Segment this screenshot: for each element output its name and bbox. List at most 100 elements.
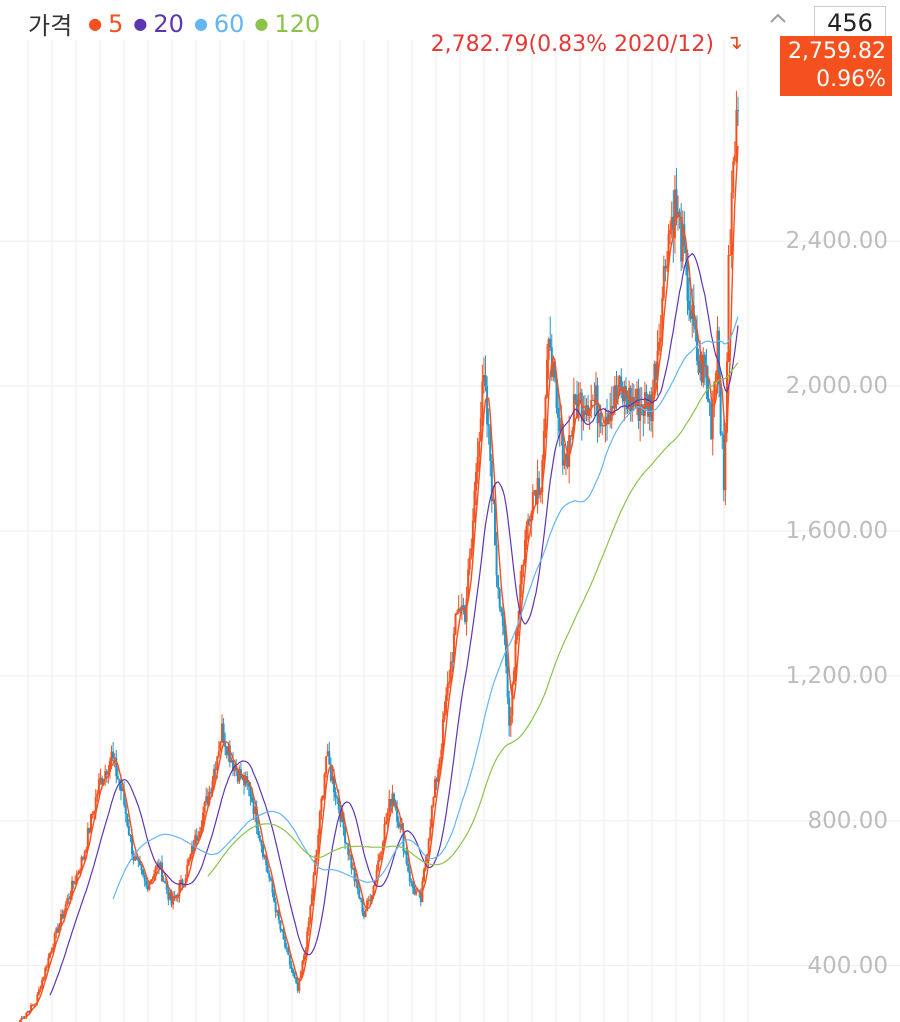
candle-down <box>268 873 271 879</box>
candle-up <box>108 761 111 773</box>
candle-down <box>394 804 397 809</box>
candle-up <box>53 933 56 948</box>
candle-up <box>544 396 547 432</box>
candle-up <box>388 798 391 813</box>
legend-dot-20: ● <box>133 14 148 33</box>
candle-up <box>460 605 463 611</box>
visible-count-box[interactable]: 456 <box>814 6 886 40</box>
candle-up <box>351 868 354 870</box>
candle-down <box>694 326 697 330</box>
candle-down <box>566 453 569 467</box>
last-price-box: 2,759.82 0.96% <box>780 36 892 96</box>
candle-up <box>546 359 549 397</box>
candle-down <box>67 898 70 900</box>
candle-down <box>129 835 132 837</box>
candle-up <box>244 776 247 786</box>
candle-up <box>653 363 656 392</box>
candle-down <box>708 401 711 404</box>
candle-down <box>347 844 350 855</box>
candle-up <box>312 875 315 895</box>
candle-up <box>536 478 539 505</box>
chart-legend: 가격 ● 5 ● 20 ● 60 ● 120 <box>28 6 320 41</box>
candle-up <box>96 793 99 798</box>
candle-up <box>422 869 425 882</box>
candle-down <box>339 809 342 823</box>
candle-down <box>506 665 509 698</box>
candle-down <box>176 894 179 897</box>
candle-down <box>249 786 252 797</box>
candle-up <box>729 254 732 256</box>
candle-up <box>634 405 637 407</box>
candle-up <box>452 633 455 662</box>
candle-down <box>397 821 400 828</box>
candle-down <box>72 880 75 884</box>
candle-up <box>415 891 418 895</box>
candle-up <box>276 910 279 913</box>
candle-up <box>669 229 672 235</box>
candle-down <box>490 460 493 502</box>
candle-down <box>236 770 239 782</box>
candle-up <box>658 341 661 351</box>
candle-up <box>591 399 594 401</box>
candle-up <box>217 751 220 757</box>
candle-up <box>530 513 533 522</box>
candle-down <box>257 828 260 836</box>
candle-up <box>34 1003 37 1005</box>
candle-down <box>132 853 135 861</box>
legend-label-5: 5 <box>108 9 124 38</box>
candle-down <box>280 929 283 931</box>
candle-up <box>20 1017 23 1021</box>
candle-down <box>407 863 410 872</box>
y-tick-label: 800.00 <box>807 807 888 834</box>
candle-down <box>279 920 282 930</box>
candle-up <box>476 456 479 473</box>
candle-up <box>659 337 662 342</box>
candle-down <box>688 300 691 311</box>
candle-up <box>661 297 664 338</box>
candle-up <box>467 569 470 599</box>
candle-down <box>396 808 399 822</box>
candle-down <box>228 746 231 763</box>
candle-down <box>285 947 288 949</box>
candle-up <box>446 683 449 696</box>
candle-down <box>181 879 184 886</box>
candle-down <box>558 418 561 432</box>
candle-up <box>134 856 137 861</box>
candle-down <box>451 661 454 663</box>
candle-up <box>380 851 383 855</box>
candle-up <box>427 838 430 854</box>
candle-up <box>175 894 178 897</box>
candle-up <box>636 388 639 406</box>
candle-down <box>243 774 246 786</box>
candle-down <box>140 865 143 871</box>
candle-up <box>448 681 451 684</box>
candle-up <box>19 1020 21 1022</box>
candle-down <box>157 863 160 868</box>
candle-down <box>503 626 506 635</box>
candle-down <box>101 777 104 785</box>
chevron-up-icon[interactable] <box>766 6 790 36</box>
candle-up <box>321 795 324 799</box>
candle-down <box>684 246 687 253</box>
y-tick-label: 1,200.00 <box>785 662 888 689</box>
candle-up <box>618 376 621 395</box>
candle-up <box>713 382 716 402</box>
candle-up <box>711 401 714 440</box>
candlesticks <box>19 90 739 1022</box>
candle-up <box>372 886 375 896</box>
candle-up <box>579 392 582 395</box>
candle-up <box>623 386 626 402</box>
candle-up <box>533 490 536 493</box>
candle-up <box>512 670 515 685</box>
candle-down <box>336 797 339 799</box>
candle-up <box>113 757 116 759</box>
candle-down <box>293 973 296 978</box>
candle-down <box>145 880 148 886</box>
candle-down <box>576 400 579 419</box>
candle-down <box>295 977 298 983</box>
candle-up <box>91 814 94 816</box>
candle-up <box>47 957 50 967</box>
candle-up <box>648 394 651 417</box>
candle-down <box>138 861 141 866</box>
